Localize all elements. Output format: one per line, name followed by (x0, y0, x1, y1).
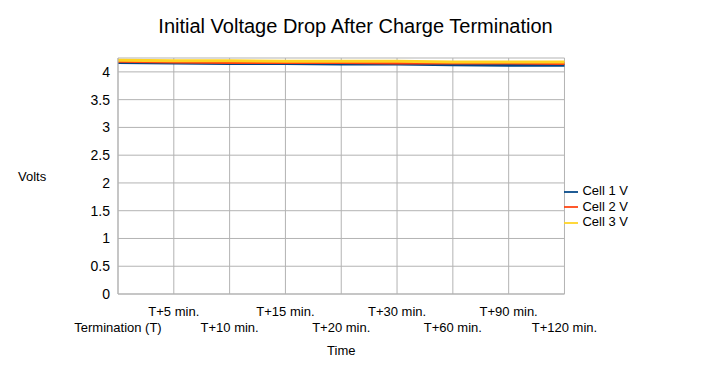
svg-text:T+30 min.: T+30 min. (368, 304, 426, 319)
svg-text:0: 0 (102, 286, 110, 302)
html-text:Cell 1 V: Cell 1 V (582, 183, 628, 199)
svg-text:3.5: 3.5 (91, 92, 111, 108)
svg-text:T+90 min.: T+90 min. (480, 304, 538, 319)
svg-text:T+20 min.: T+20 min. (312, 320, 370, 335)
svg-text:1: 1 (102, 230, 110, 246)
svg-text:2: 2 (102, 175, 110, 191)
svg-text:3: 3 (102, 119, 110, 135)
svg-text:Time: Time (327, 343, 355, 358)
svg-text:Volts: Volts (18, 169, 47, 184)
html-text:Cell 2 V: Cell 2 V (582, 198, 628, 214)
svg-text:4: 4 (102, 64, 110, 80)
html-text:Initial Voltage Drop After Cha: Initial Voltage Drop After Charge Termin… (158, 15, 553, 37)
svg-text:T+10 min.: T+10 min. (201, 320, 259, 335)
svg-text:1.5: 1.5 (91, 203, 111, 219)
html-text:Cell 3 V: Cell 3 V (582, 214, 628, 230)
svg-text:0.5: 0.5 (91, 258, 111, 274)
svg-text:2.5: 2.5 (91, 147, 111, 163)
svg-text:T+15 min.: T+15 min. (256, 304, 314, 319)
svg-text:T+5 min.: T+5 min. (148, 304, 199, 319)
svg-text:T+120 min.: T+120 min. (532, 320, 597, 335)
svg-text:T+60 min.: T+60 min. (424, 320, 482, 335)
svg-text:Termination (T): Termination (T) (74, 320, 161, 335)
